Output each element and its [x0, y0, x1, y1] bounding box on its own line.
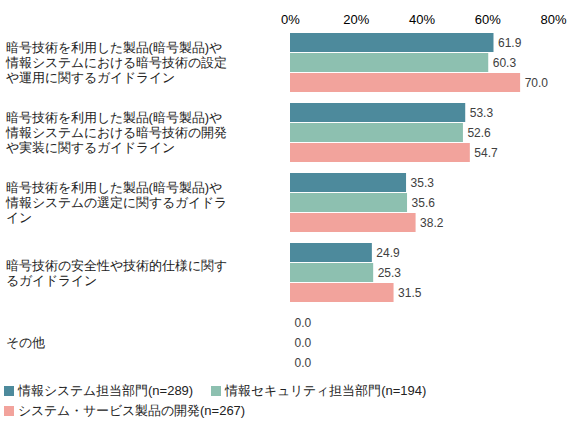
svg-text:61.9: 61.9 — [498, 36, 522, 50]
svg-text:70.0: 70.0 — [525, 76, 549, 90]
svg-text:暗号技術の安全性や技術的仕様に関するガイドライン: 暗号技術の安全性や技術的仕様に関するガイドライン — [6, 258, 227, 288]
svg-text:その他: その他 — [6, 335, 45, 350]
svg-text:25.3: 25.3 — [378, 266, 402, 280]
svg-text:0.0: 0.0 — [295, 336, 312, 350]
svg-text:0.0: 0.0 — [295, 316, 312, 330]
svg-text:38.2: 38.2 — [420, 216, 444, 230]
svg-text:0.0: 0.0 — [295, 356, 312, 370]
svg-text:暗号技術を利用した製品(暗号製品)や情報システムにおける暗号: 暗号技術を利用した製品(暗号製品)や情報システムにおける暗号技術の開発や実装に関… — [5, 110, 227, 155]
svg-text:40%: 40% — [409, 12, 435, 27]
svg-text:0%: 0% — [281, 12, 300, 27]
svg-text:52.6: 52.6 — [467, 126, 491, 140]
svg-text:24.9: 24.9 — [376, 246, 400, 260]
svg-text:80%: 80% — [540, 12, 566, 27]
svg-text:60.3: 60.3 — [493, 56, 517, 70]
html-text:情報セキュリティ担当部門(n=194): 情報セキュリティ担当部門(n=194) — [225, 383, 427, 398]
svg-text:暗号技術を利用した製品(暗号製品)や情報システムにおける暗号: 暗号技術を利用した製品(暗号製品)や情報システムにおける暗号技術の設定や運用に関… — [5, 40, 227, 85]
svg-text:31.5: 31.5 — [398, 286, 422, 300]
svg-text:暗号技術を利用した製品(暗号製品)や情報システムの選定に関す: 暗号技術を利用した製品(暗号製品)や情報システムの選定に関するガイドライン — [5, 180, 227, 225]
svg-text:35.3: 35.3 — [411, 176, 435, 190]
svg-text:35.6: 35.6 — [412, 196, 436, 210]
svg-text:20%: 20% — [343, 12, 369, 27]
html-text:情報システム担当部門(n=289): 情報システム担当部門(n=289) — [18, 383, 194, 398]
svg-text:60%: 60% — [475, 12, 501, 27]
html-text:システム・サービス製品の開発(n=267): システム・サービス製品の開発(n=267) — [18, 403, 246, 418]
svg-text:53.3: 53.3 — [470, 106, 494, 120]
svg-text:54.7: 54.7 — [474, 146, 498, 160]
